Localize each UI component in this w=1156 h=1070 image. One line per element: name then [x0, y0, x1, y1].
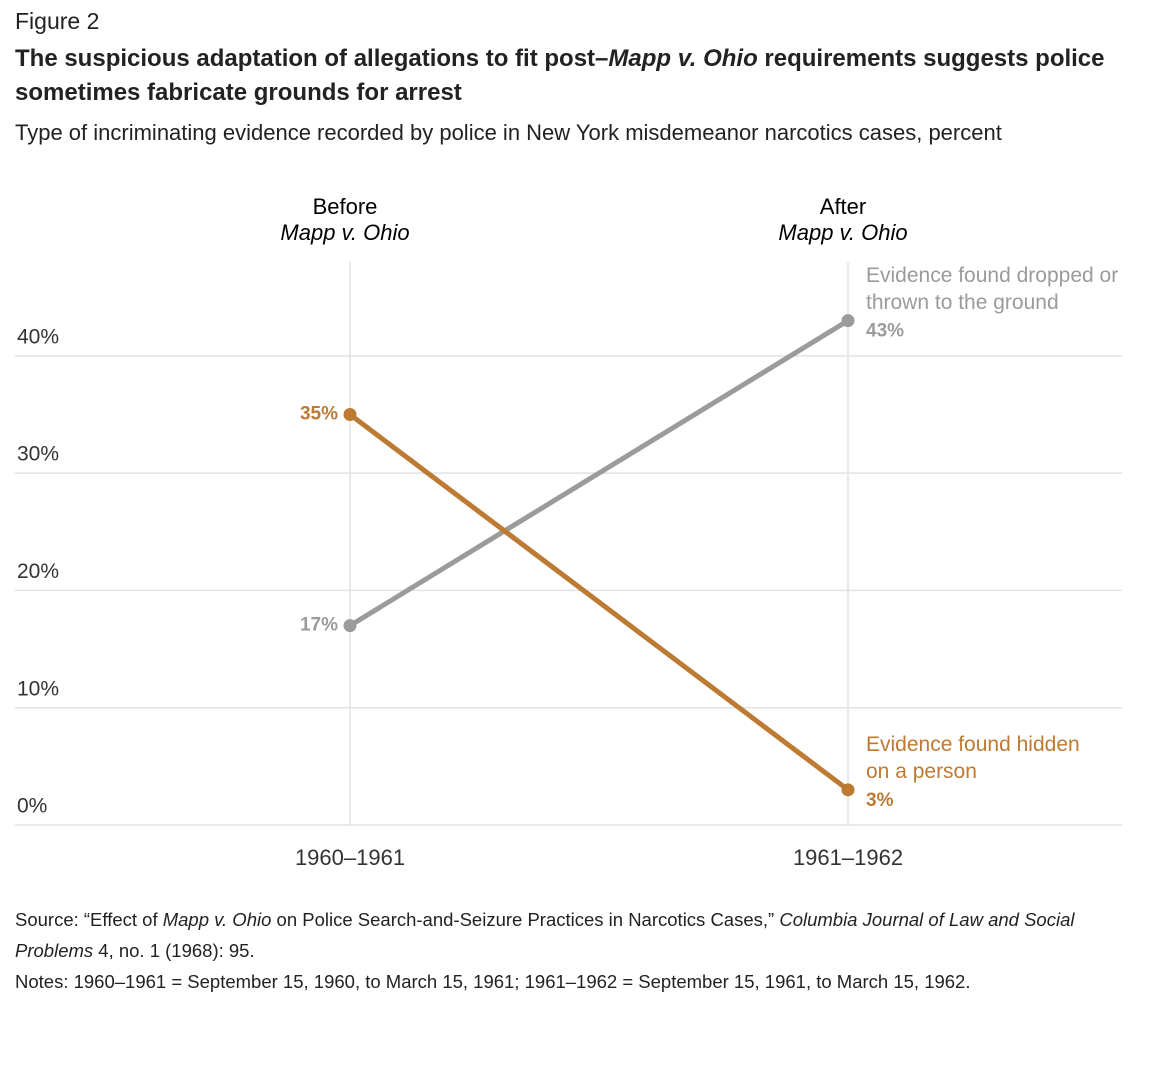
y-tick-label: 0%: [17, 795, 47, 818]
notes: Notes: 1960–1961 = September 15, 1960, t…: [15, 971, 971, 992]
y-tick-label: 40%: [17, 325, 59, 348]
source-run: Source: “Effect of: [15, 909, 163, 930]
point: [343, 619, 357, 633]
y-tick-label: 20%: [17, 560, 59, 583]
source-run: on Police Search-and-Seizure Practices i…: [271, 909, 780, 930]
title-run: The suspicious adaptation of allegations…: [15, 45, 609, 72]
source-run: Mapp v. Ohio: [162, 909, 272, 930]
value-label: 3%: [866, 790, 894, 811]
column-header: Before: [313, 194, 378, 219]
point: [841, 783, 855, 797]
chart-subtitle: Type of incriminating evidence recorded …: [15, 120, 1002, 145]
series-label: Evidence found hidden on a person: [866, 732, 1080, 783]
figure-label: Figure 2: [15, 8, 100, 34]
source-run: Columbia Journal of Law and Social Probl…: [15, 909, 1075, 961]
series-line: [348, 412, 850, 792]
x-tick-label: 1960–1961: [295, 845, 405, 870]
point: [841, 314, 855, 328]
point: [343, 407, 357, 421]
value-label: 43%: [866, 321, 904, 342]
chart-title: The suspicious adaptation of allegations…: [15, 42, 1145, 110]
source-run: 4, no. 1 (1968): 95.: [93, 940, 255, 961]
value-label: 35%: [300, 403, 338, 424]
title-run: Mapp v. Ohio: [608, 45, 758, 72]
value-label: 17%: [300, 615, 338, 636]
column-header: Mapp v. Ohio: [280, 220, 409, 245]
title-run: requirements suggests police sometimes f…: [15, 45, 1105, 106]
y-tick-label: 10%: [17, 677, 59, 700]
series-line: [348, 318, 850, 628]
column-header: Mapp v. Ohio: [778, 220, 907, 245]
source: Source: “Effect of Mapp v. Ohio on Polic…: [15, 904, 1125, 966]
x-tick-label: 1961–1962: [793, 845, 903, 870]
column-header: After: [820, 194, 866, 219]
series-label: Evidence found dropped or thrown to the …: [866, 263, 1119, 314]
y-tick-label: 30%: [17, 443, 59, 466]
